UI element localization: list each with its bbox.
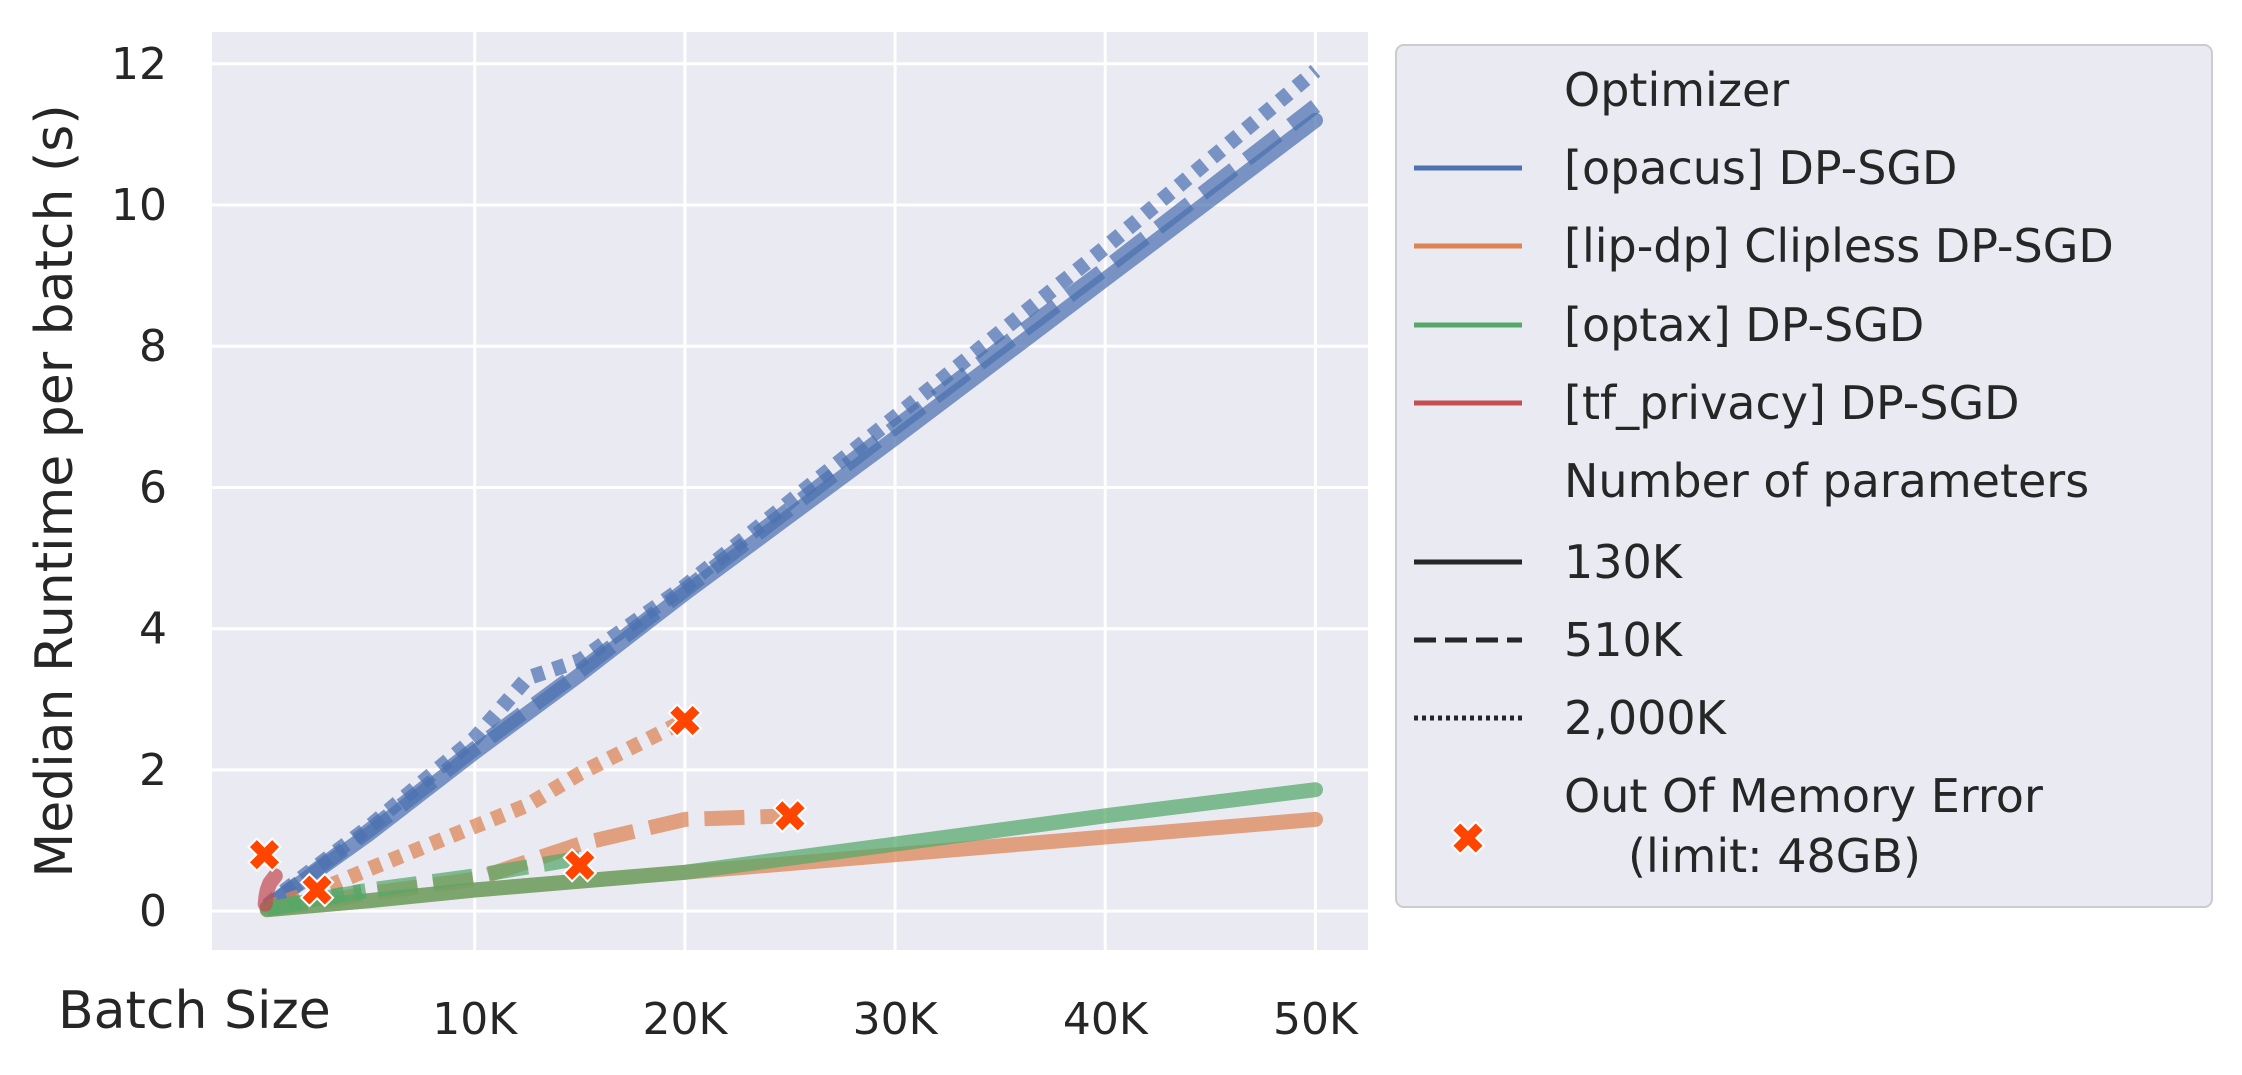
oom-marker bbox=[772, 798, 808, 834]
legend-label-130k: 130K bbox=[1564, 535, 1684, 589]
series-line-optax-2000k bbox=[265, 882, 371, 916]
x-tick-labels: 10K 20K 30K 40K 50K bbox=[432, 994, 1359, 1045]
legend-oom-label-line1: Out Of Memory Error bbox=[1564, 769, 2043, 823]
legend-label-2000k: 2,000K bbox=[1564, 691, 1728, 745]
x-tick-label: 20K bbox=[642, 994, 728, 1045]
oom-markers bbox=[247, 703, 808, 908]
y-tick-labels: 0 2 4 6 8 10 12 bbox=[111, 39, 167, 937]
oom-marker bbox=[247, 837, 282, 873]
legend-optimizer-title: Optimizer bbox=[1564, 63, 1789, 117]
x-tick-label: 10K bbox=[432, 994, 518, 1045]
legend-params-title: Number of parameters bbox=[1564, 454, 2089, 508]
y-tick-label: 4 bbox=[139, 604, 167, 655]
series-line-opacus-510k bbox=[262, 100, 1321, 913]
y-tick-label: 10 bbox=[111, 180, 167, 231]
y-tick-label: 12 bbox=[111, 39, 167, 90]
legend-label-lip-dp: [lip-dp] Clipless DP-SGD bbox=[1564, 219, 2114, 273]
y-tick-label: 6 bbox=[139, 462, 167, 513]
y-tick-label: 8 bbox=[139, 321, 167, 372]
legend-label-optax: [optax] DP-SGD bbox=[1564, 298, 1924, 352]
x-axis-label: Batch Size bbox=[58, 981, 331, 1041]
oom-marker bbox=[562, 847, 598, 883]
plot-area bbox=[212, 32, 1368, 950]
x-tick-label: 40K bbox=[1063, 994, 1149, 1045]
x-tick-label: 50K bbox=[1273, 994, 1359, 1045]
y-tick-label: 0 bbox=[139, 886, 167, 937]
legend: Optimizer [opacus] DP-SGD [lip-dp] Clipl… bbox=[1395, 44, 2213, 908]
series-line-optax-510k bbox=[265, 850, 582, 917]
x-tick-label: 30K bbox=[853, 994, 939, 1045]
series-line-lip-dp-2000k bbox=[264, 713, 689, 915]
legend-label-510k: 510K bbox=[1564, 613, 1684, 667]
legend-label-tf-privacy: [tf_privacy] DP-SGD bbox=[1564, 376, 2020, 430]
legend-oom-label-line2: (limit: 48GB) bbox=[1628, 829, 1921, 883]
series-line-optax-130k bbox=[259, 782, 1323, 918]
series-line-opacus-2000k bbox=[262, 65, 1321, 912]
legend-label-opacus: [opacus] DP-SGD bbox=[1564, 141, 1957, 195]
oom-marker bbox=[299, 872, 335, 908]
legend-oom-marker bbox=[1450, 820, 1486, 856]
oom-marker bbox=[667, 703, 703, 738]
legend-box bbox=[1395, 44, 2213, 908]
series-line-tf-privacy-130k bbox=[257, 868, 283, 912]
series-group bbox=[257, 65, 1323, 918]
y-axis-label: Median Runtime per batch (s) bbox=[25, 104, 85, 877]
y-tick-label: 2 bbox=[139, 745, 167, 796]
oom-icon bbox=[1450, 820, 1486, 856]
